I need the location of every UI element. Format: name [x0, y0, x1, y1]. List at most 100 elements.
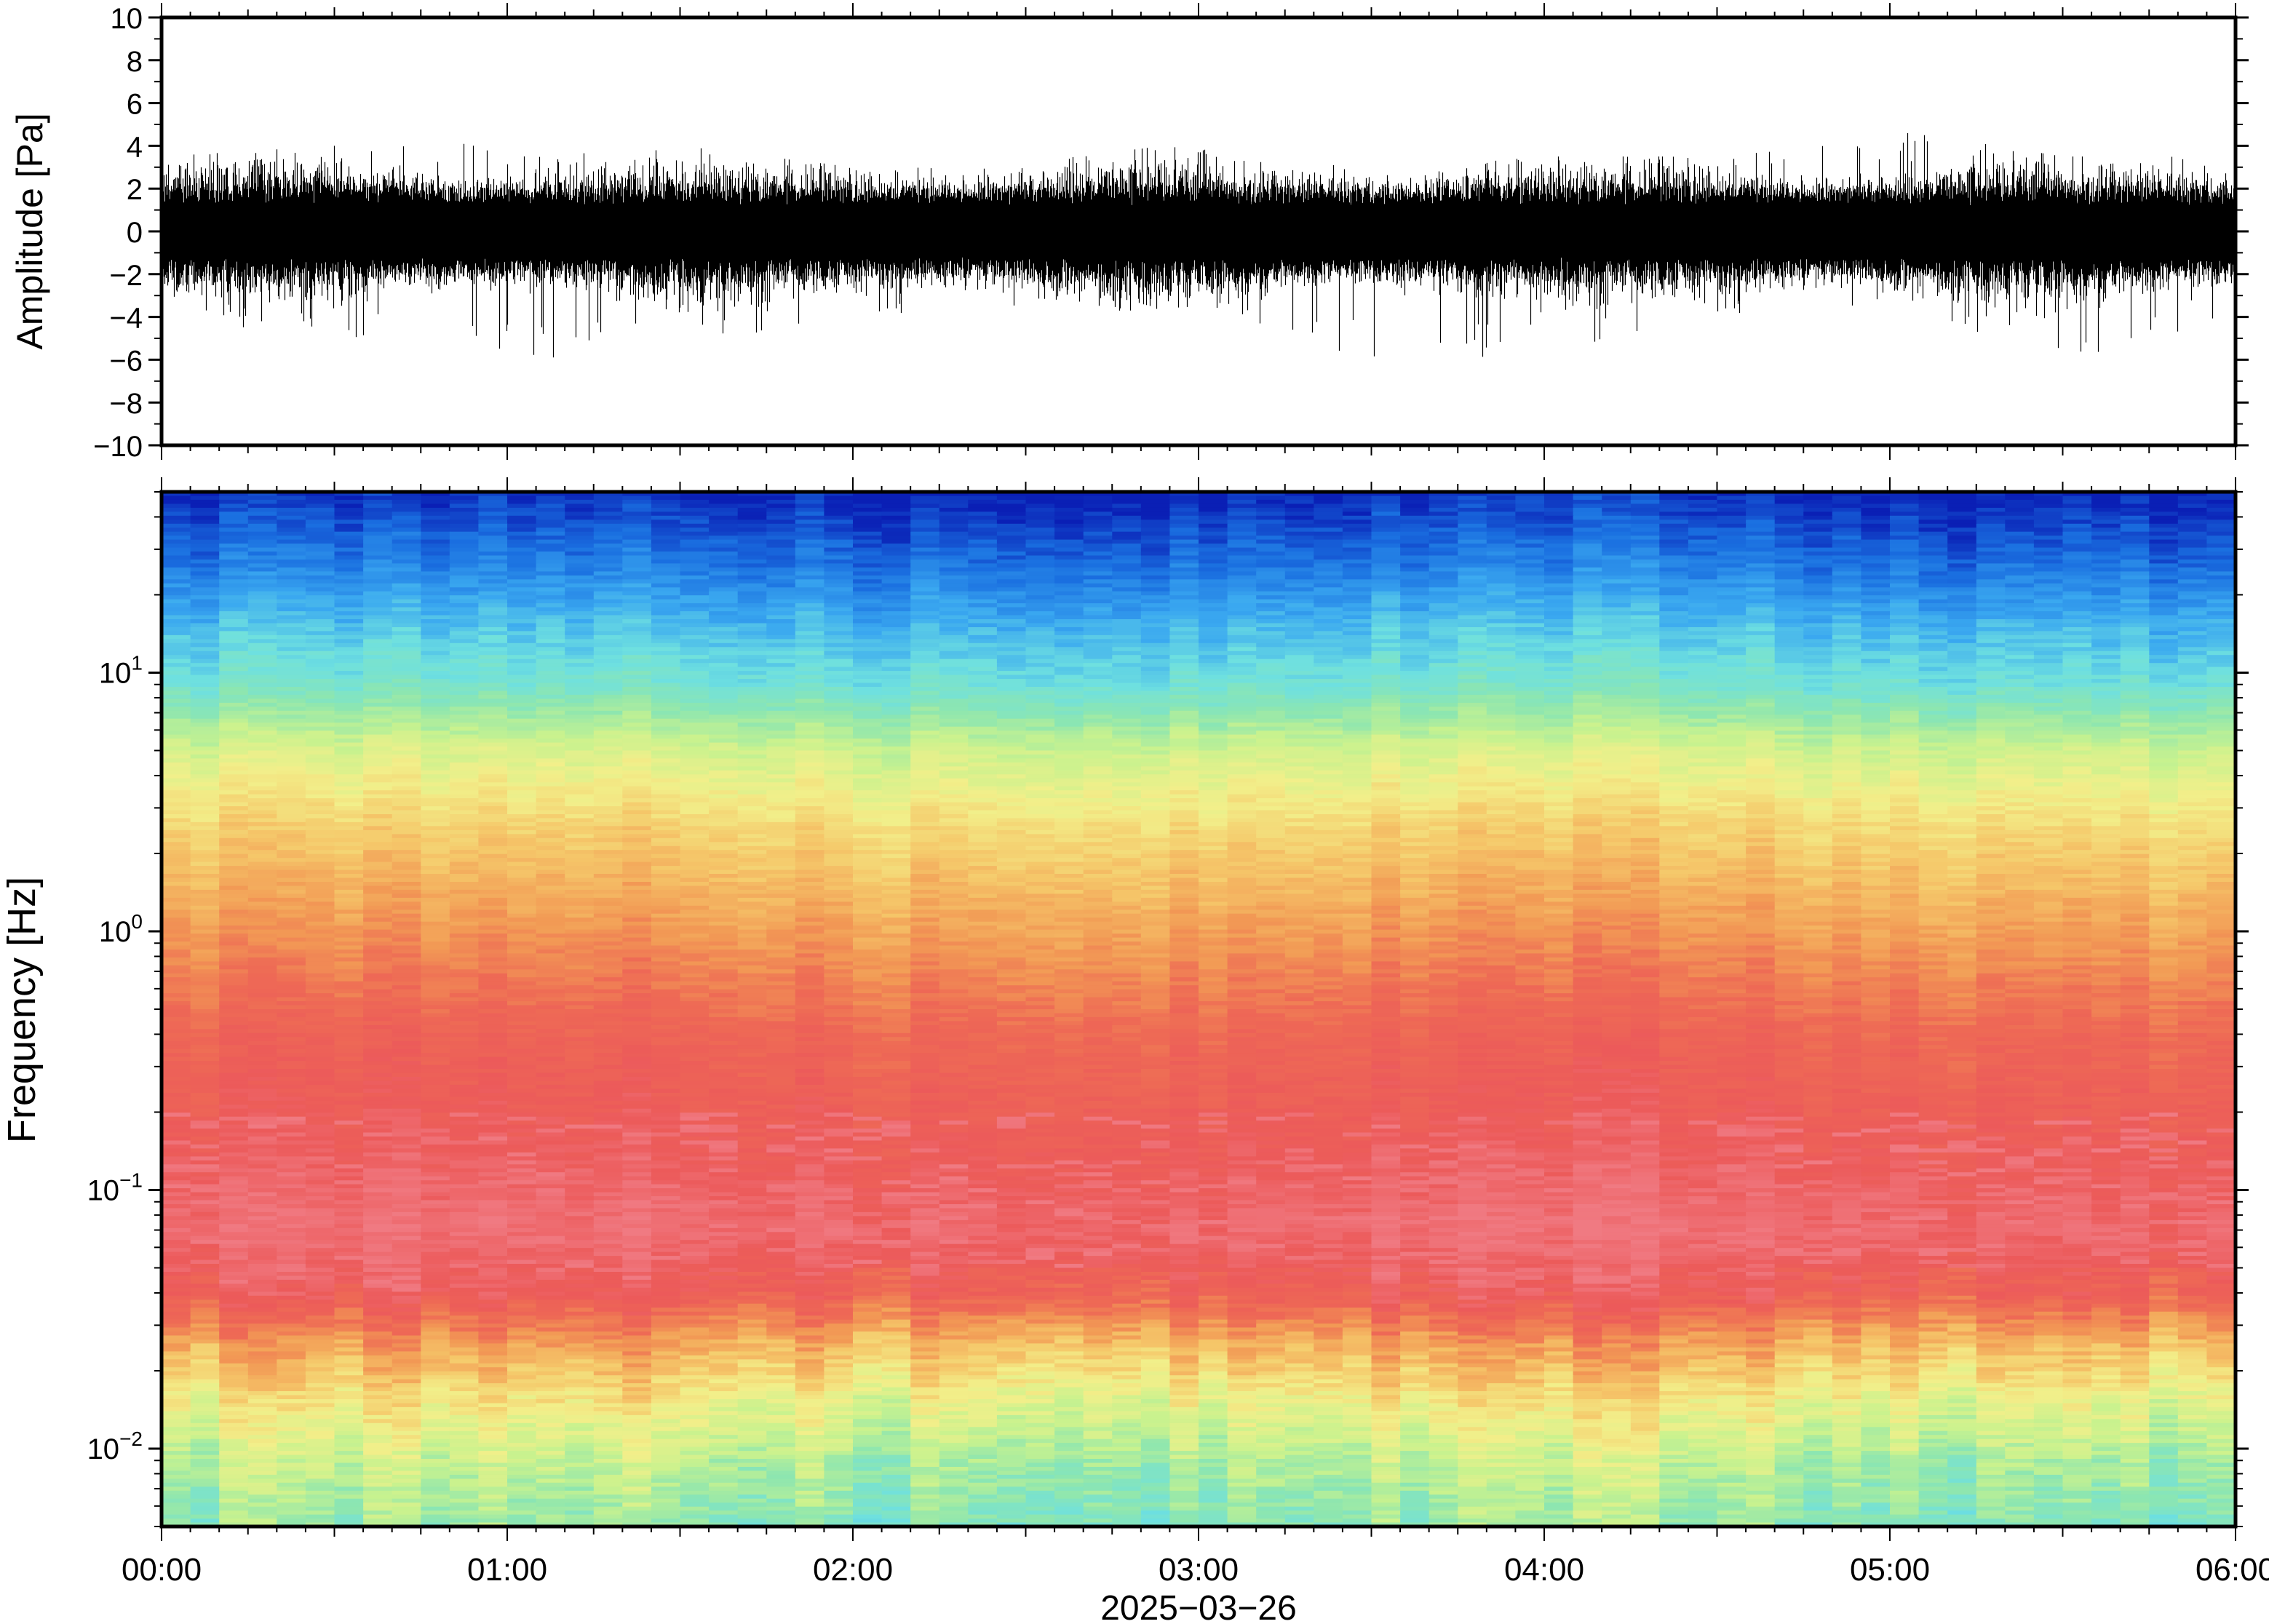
spectrogram-cell [305, 687, 335, 692]
spectrogram-cell [2206, 742, 2236, 747]
spectrogram-cell [795, 706, 825, 712]
spectrogram-cell [2177, 710, 2208, 716]
spectrogram-cell [1659, 547, 1689, 552]
spectrogram-cell [1803, 627, 1833, 632]
spectrogram-cell [1746, 583, 1776, 589]
spectrogram-cell [1688, 515, 1718, 521]
spectrogram-cell [795, 587, 825, 592]
spectrogram-cell [1169, 603, 1199, 608]
spectrogram-cell [1140, 634, 1171, 640]
spectrogram-cell [853, 658, 883, 664]
spectrogram-cell [1314, 520, 1343, 525]
spectrogram-cell [1717, 718, 1747, 723]
spectrogram-cell [536, 507, 565, 513]
spectrogram-cell [507, 739, 537, 744]
spectrogram-cell [536, 739, 565, 744]
spectrogram-cell [1140, 611, 1171, 616]
spectrogram-cell [1314, 631, 1343, 636]
spectrogram-cell [2033, 528, 2064, 533]
spectrogram-cell [651, 544, 681, 549]
spectrogram-cell [1400, 750, 1430, 755]
spectrogram-cell [219, 523, 249, 529]
spectrogram-cell [1428, 528, 1459, 533]
spectrogram-cell [680, 734, 710, 739]
spectrogram-cell [651, 682, 681, 688]
spectrogram-cell [680, 567, 710, 573]
spectrogram-cell [1314, 742, 1343, 747]
spectrogram-cell [1428, 547, 1459, 552]
spectrogram-cell [2177, 492, 2208, 497]
spectrogram-cell [421, 563, 450, 568]
spectrogram-cell [766, 750, 796, 755]
spectrogram-cell [247, 528, 278, 533]
spectrogram-cell [1400, 658, 1430, 664]
spectrogram-cell [2033, 567, 2064, 573]
spectrogram-cell [392, 726, 422, 731]
spectrogram-cell [247, 544, 278, 549]
spectrogram-cell [853, 547, 883, 552]
spectrogram-cell [190, 687, 220, 692]
spectrogram-cell [1890, 750, 1920, 755]
spectrogram-cell [1458, 731, 1487, 736]
spectrogram-cell [478, 544, 508, 549]
spectrogram-cell [1861, 507, 1891, 513]
spectrogram-cell [162, 694, 191, 700]
spectrogram-cell [1428, 650, 1459, 656]
spectrogram-cell [2033, 492, 2064, 497]
spectrogram-cell [1054, 615, 1084, 620]
spectrogram-cell [1630, 642, 1661, 648]
spectrogram-cell [507, 718, 537, 723]
spectrogram-cell [247, 655, 278, 660]
spectrogram-cell [1803, 682, 1833, 688]
spectrogram-cell [1976, 583, 2006, 589]
spectrogram-cell [1025, 619, 1055, 624]
spectrogram-cell [2206, 591, 2236, 596]
spectrogram-cell [1169, 499, 1199, 505]
spectrogram-cell [1774, 682, 1805, 688]
spectrogram-cell [680, 492, 710, 497]
spectrogram-cell [1256, 710, 1286, 716]
spectrogram-cell [1774, 690, 1805, 696]
spectrogram-cell [305, 539, 335, 544]
spectrogram-cell [190, 615, 220, 620]
spectrogram-cell [334, 515, 364, 521]
spectrogram-cell [1515, 627, 1545, 632]
spectrogram-cell [478, 512, 508, 517]
spectrogram-cell [1717, 690, 1747, 696]
spectrogram-cell [1169, 615, 1199, 620]
spectrogram-cell [1025, 575, 1055, 581]
spectrogram-cell [1400, 599, 1430, 604]
spectrogram-cell [1515, 734, 1545, 739]
spectrogram-cell [853, 698, 883, 704]
spectrogram-cell [996, 666, 1027, 672]
spectrogram-cell [1890, 603, 1920, 608]
spectrogram-cell [277, 734, 306, 739]
spectrogram-cell [277, 583, 306, 589]
spectrogram-cell [1199, 503, 1228, 509]
spectrogram-cell [1428, 706, 1459, 712]
spectrogram-cell [1112, 507, 1142, 513]
spectrogram-cell [766, 583, 796, 589]
spectrogram-cell [363, 507, 393, 513]
spectrogram-cell [1602, 571, 1632, 576]
spectrogram-cell [1717, 687, 1747, 692]
spectrogram-cell [1602, 552, 1632, 557]
spectrogram-cell [968, 747, 998, 752]
spectrogram-cell [1774, 723, 1805, 728]
spectrogram-cell [593, 499, 624, 505]
spectrogram-cell [1602, 634, 1632, 640]
spectrogram-cell [881, 523, 911, 529]
spectrogram-cell [622, 615, 652, 620]
spectrogram-cell [1688, 512, 1718, 517]
spectrogram-cell [1314, 539, 1343, 544]
spectrogram-cell [1803, 718, 1833, 723]
spectrogram-cell [968, 563, 998, 568]
spectrogram-cell [421, 531, 450, 536]
spectrogram-cell [334, 634, 364, 640]
spectrogram-cell [162, 619, 191, 624]
spectrogram-cell [2062, 726, 2092, 731]
spectrogram-cell [1659, 507, 1689, 513]
spectrogram-cell [1428, 567, 1459, 573]
spectrogram-cell [277, 523, 306, 529]
spectrogram-cell [1169, 531, 1199, 536]
